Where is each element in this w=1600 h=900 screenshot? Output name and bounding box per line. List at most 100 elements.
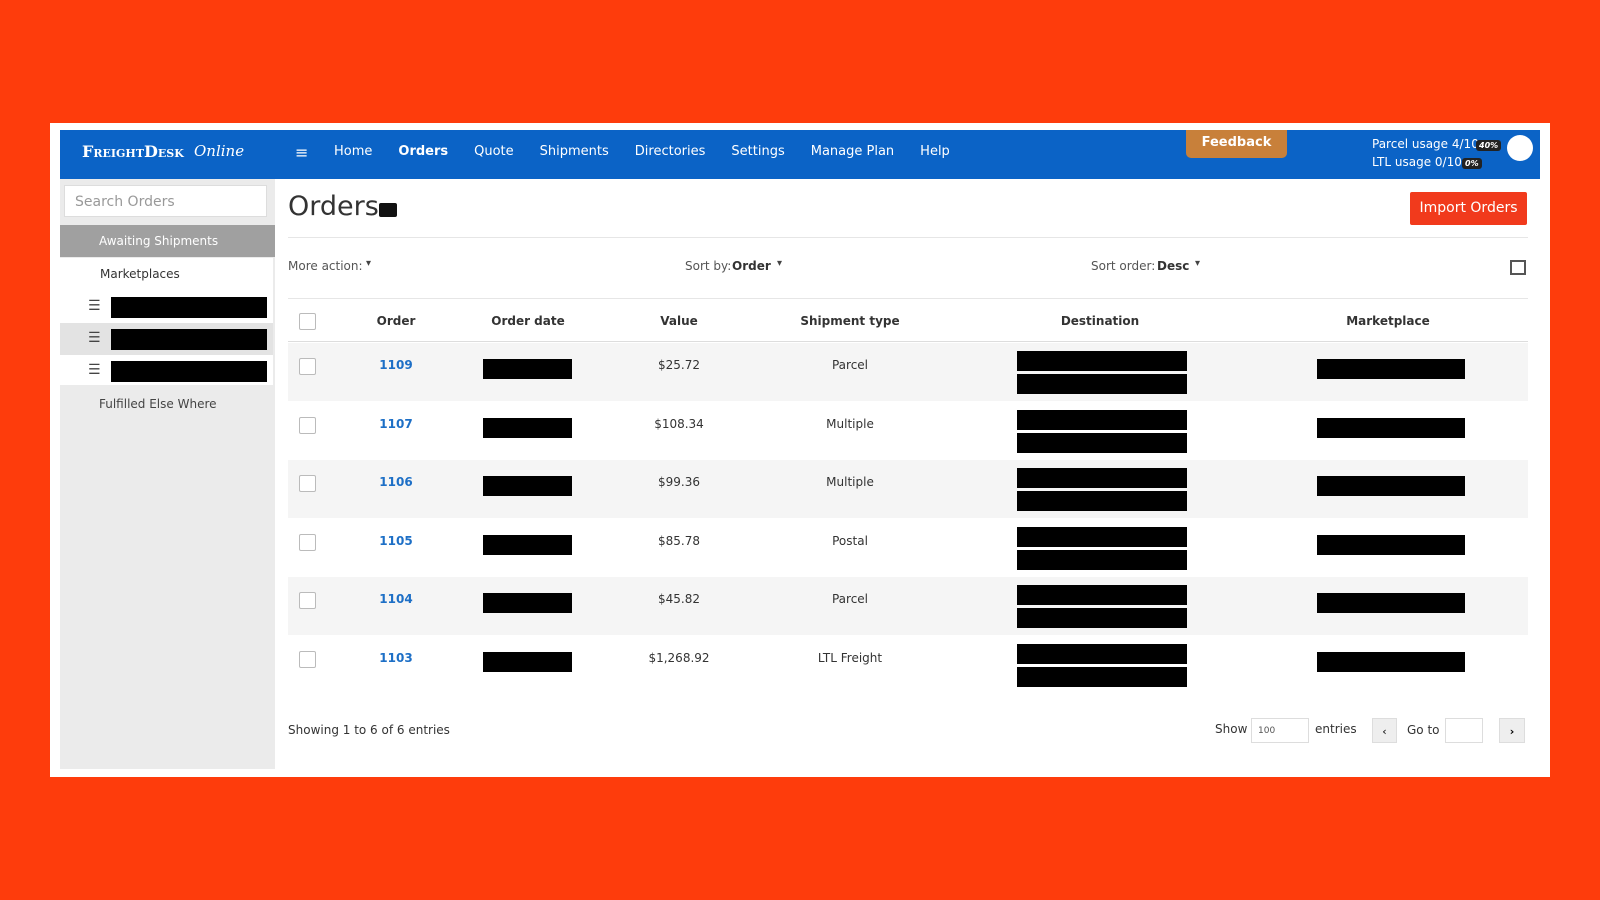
- navbar: [60, 130, 1540, 179]
- redacted: [1317, 651, 1465, 672]
- redacted: [1017, 666, 1187, 687]
- sidebar-item[interactable]: Marketplaces: [100, 267, 180, 281]
- nav-link[interactable]: Directories: [634, 144, 706, 159]
- redacted[interactable]: [111, 297, 267, 318]
- more-action[interactable]: More action:: [288, 259, 363, 273]
- shipment-type: Parcel: [831, 592, 869, 606]
- usage-badge: 0%: [1462, 158, 1482, 169]
- sort-order-label: Sort order:: [1091, 259, 1156, 273]
- list-icon: ☰: [88, 298, 101, 314]
- order-link[interactable]: 1107: [379, 416, 413, 431]
- redacted: [1017, 526, 1187, 547]
- search-input[interactable]: Search Orders: [64, 185, 267, 217]
- redacted: [483, 593, 572, 613]
- caret: ▾: [1195, 258, 1201, 269]
- order-link[interactable]: 1105: [379, 533, 413, 548]
- redacted: [483, 417, 572, 438]
- avatar[interactable]: [1507, 135, 1533, 161]
- sort-by-value[interactable]: Order: [732, 259, 771, 273]
- video-icon: [379, 203, 397, 217]
- redacted: [483, 651, 572, 672]
- shipment-type: LTL Freight: [817, 650, 883, 665]
- redacted: [1317, 534, 1465, 555]
- order-value: $1,268.92: [648, 650, 710, 665]
- order-value: $45.82: [658, 592, 700, 606]
- goto-label: Go to: [1407, 723, 1440, 737]
- redacted: [1017, 608, 1187, 628]
- import-button[interactable]: Import Orders: [1410, 192, 1527, 225]
- divider: [288, 341, 1528, 342]
- order-value: $85.78: [658, 533, 700, 548]
- redacted: [1017, 549, 1187, 570]
- sort-order-value[interactable]: Desc: [1157, 259, 1190, 273]
- order-link[interactable]: 1103: [379, 650, 413, 665]
- column-header[interactable]: Shipment type: [800, 314, 900, 328]
- redacted: [1017, 468, 1187, 488]
- usage-label: Parcel usage 4/10: [1372, 137, 1479, 151]
- entries-label: entries: [1315, 722, 1357, 736]
- sidebar-item[interactable]: Fulfilled Else Where: [99, 397, 217, 411]
- nav-link[interactable]: Settings: [731, 144, 785, 159]
- redacted: [1017, 409, 1187, 430]
- feedback-button[interactable]: Feedback: [1186, 130, 1287, 158]
- nav-link[interactable]: Orders: [398, 144, 449, 159]
- order-link[interactable]: 1104: [379, 592, 413, 606]
- redacted: [1317, 476, 1465, 496]
- redacted: [1017, 351, 1187, 371]
- page-size-select[interactable]: 100: [1251, 718, 1309, 743]
- shipment-type: Multiple: [826, 475, 874, 489]
- column-header[interactable]: Value: [660, 314, 698, 328]
- prev-button[interactable]: ‹: [1372, 718, 1397, 743]
- nav-link[interactable]: Manage Plan: [810, 144, 895, 159]
- usage-badge: 40%: [1476, 140, 1502, 151]
- redacted: [1017, 491, 1187, 511]
- shipment-type: Parcel: [831, 358, 869, 372]
- page-title: Orders: [288, 191, 379, 222]
- column-header[interactable]: Order: [376, 314, 416, 328]
- redacted: [1317, 593, 1465, 613]
- entries-info: Showing 1 to 6 of 6 entries: [288, 723, 450, 737]
- nav-link[interactable]: Home: [334, 144, 373, 159]
- divider: [288, 237, 1528, 238]
- header-checkbox[interactable]: [299, 313, 316, 330]
- show-label: Show: [1215, 722, 1248, 736]
- redacted[interactable]: [111, 361, 267, 382]
- redacted: [483, 476, 572, 496]
- order-value: $25.72: [658, 358, 700, 372]
- brand-suffix: Online: [194, 142, 245, 160]
- nav-link[interactable]: Help: [920, 144, 950, 159]
- next-button[interactable]: ›: [1499, 718, 1525, 743]
- order-link[interactable]: 1109: [379, 358, 413, 372]
- divider: [288, 298, 1528, 299]
- row-checkbox[interactable]: [299, 650, 316, 668]
- caret: ▾: [777, 258, 783, 269]
- columns-icon[interactable]: [1510, 260, 1526, 275]
- order-value: $108.34: [654, 416, 704, 431]
- nav-link[interactable]: Shipments: [539, 144, 609, 159]
- shipment-type: Multiple: [826, 416, 874, 431]
- row-checkbox[interactable]: [299, 475, 316, 492]
- nav-item-active[interactable]: [60, 225, 275, 257]
- redacted: [1317, 359, 1465, 379]
- redacted: [483, 534, 572, 555]
- row-checkbox[interactable]: [299, 358, 316, 375]
- redacted: [1017, 432, 1187, 453]
- order-value: $99.36: [658, 475, 700, 489]
- sort-by-label: Sort by:: [685, 259, 732, 273]
- row-checkbox[interactable]: [299, 592, 316, 609]
- row-checkbox[interactable]: [299, 416, 316, 434]
- column-header[interactable]: Destination: [1060, 314, 1140, 328]
- redacted[interactable]: [111, 329, 267, 350]
- order-link[interactable]: 1106: [379, 475, 413, 489]
- nav-link[interactable]: Quote: [474, 144, 514, 159]
- usage-label: LTL usage 0/10: [1372, 155, 1462, 169]
- sidebar-item[interactable]: Awaiting Shipments: [99, 234, 219, 248]
- column-header[interactable]: Marketplace: [1346, 314, 1430, 328]
- goto-input[interactable]: [1445, 718, 1483, 743]
- menu-icon[interactable]: ≡: [295, 143, 309, 162]
- caret: ▾: [366, 258, 372, 269]
- column-header[interactable]: Order date: [491, 314, 565, 328]
- list-icon: ☰: [88, 330, 101, 346]
- row-checkbox[interactable]: [299, 533, 316, 551]
